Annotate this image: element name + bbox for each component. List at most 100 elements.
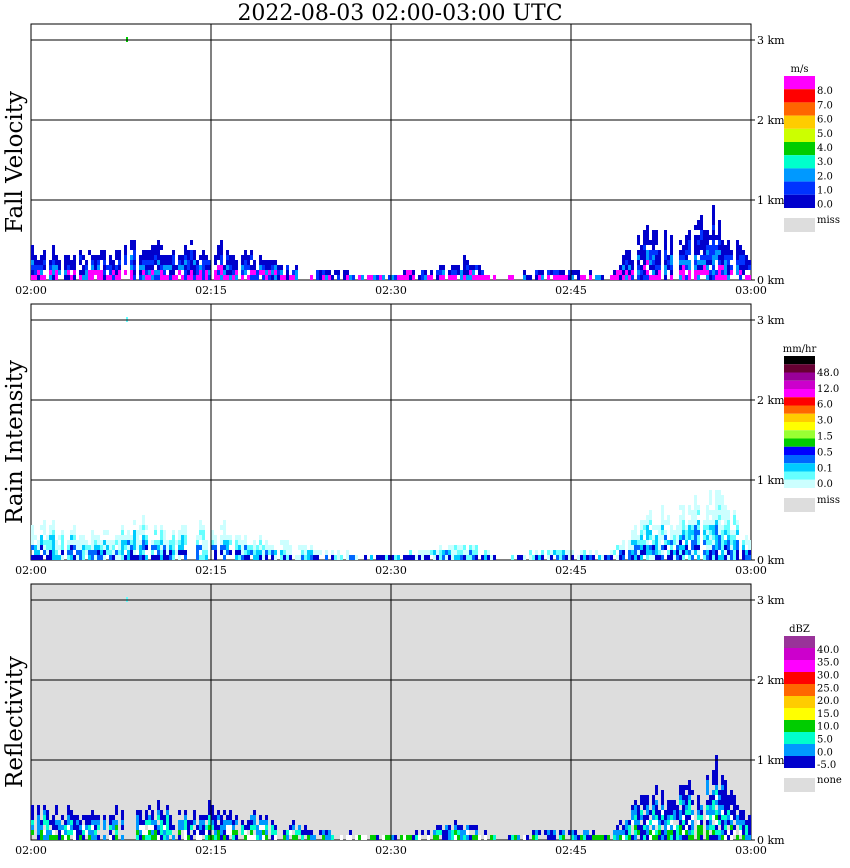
- echo-cell: [79, 550, 82, 555]
- echo-cell: [244, 265, 247, 270]
- echo-cell: [673, 830, 676, 835]
- echo-cell: [718, 495, 721, 500]
- echo-cell: [313, 550, 316, 555]
- echo-cell: [94, 815, 97, 820]
- echo-cell: [265, 260, 268, 265]
- echo-cell: [703, 245, 706, 250]
- echo-cell: [73, 260, 76, 265]
- echo-cell: [178, 270, 181, 275]
- echo-cell: [214, 555, 217, 560]
- echo-cell: [745, 820, 748, 825]
- echo-cell: [619, 275, 622, 280]
- echo-cell: [268, 270, 271, 275]
- echo-cell: [130, 550, 133, 555]
- echo-cell: [670, 240, 673, 245]
- echo-cell: [259, 540, 262, 545]
- echo-cell: [163, 260, 166, 265]
- echo-cell: [181, 255, 184, 260]
- echo-cell: [418, 555, 421, 560]
- echo-cell: [643, 525, 646, 530]
- echo-cell: [46, 810, 49, 815]
- echo-cell: [283, 275, 286, 280]
- echo-cell: [127, 550, 130, 555]
- echo-cell: [718, 510, 721, 515]
- echo-cell: [187, 825, 190, 830]
- echo-cell: [589, 555, 592, 560]
- echo-cell: [691, 540, 694, 545]
- echo-cell: [274, 825, 277, 830]
- echo-cell: [94, 265, 97, 270]
- echo-cell: [679, 555, 682, 560]
- echo-cell: [64, 260, 67, 265]
- panel-2-echoes: [31, 317, 751, 560]
- echo-cell: [685, 525, 688, 530]
- echo-cell: [187, 250, 190, 255]
- echo-cell: [97, 825, 100, 830]
- echo-cell: [574, 835, 577, 840]
- echo-cell: [535, 270, 538, 275]
- echo-cell: [244, 825, 247, 830]
- echo-cell: [664, 245, 667, 250]
- echo-cell: [463, 260, 466, 265]
- echo-cell: [454, 555, 457, 560]
- echo-cell: [229, 265, 232, 270]
- y-tick-label: 3 km: [757, 594, 785, 607]
- echo-cell: [187, 255, 190, 260]
- echo-cell: [412, 835, 415, 840]
- echo-cell: [736, 260, 739, 265]
- x-tick-label: 02:15: [195, 284, 227, 297]
- echo-cell: [154, 250, 157, 255]
- echo-cell: [76, 545, 79, 550]
- echo-cell: [139, 555, 142, 560]
- echo-cell: [649, 555, 652, 560]
- echo-cell: [52, 265, 55, 270]
- echo-cell: [523, 835, 526, 840]
- x-tick-label: 02:00: [15, 844, 47, 857]
- echo-cell: [706, 275, 709, 280]
- echo-cell: [721, 275, 724, 280]
- echo-cell: [640, 835, 643, 840]
- echo-cell: [703, 265, 706, 270]
- echo-cell: [382, 555, 385, 560]
- echo-cell: [646, 235, 649, 240]
- echo-cell: [721, 260, 724, 265]
- echo-cell: [631, 275, 634, 280]
- echo-cell: [79, 545, 82, 550]
- echo-cell: [661, 805, 664, 810]
- echo-cell: [232, 265, 235, 270]
- echo-cell: [223, 530, 226, 535]
- echo-cell: [706, 235, 709, 240]
- echo-cell: [421, 275, 424, 280]
- echo-cell: [124, 540, 127, 545]
- echo-cell: [460, 835, 463, 840]
- echo-cell: [271, 555, 274, 560]
- echo-cell: [472, 550, 475, 555]
- echo-cell: [658, 820, 661, 825]
- echo-cell: [259, 550, 262, 555]
- echo-cell: [550, 550, 553, 555]
- echo-cell: [103, 255, 106, 260]
- echo-cell: [103, 260, 106, 265]
- echo-cell: [106, 275, 109, 280]
- echo-cell: [265, 265, 268, 270]
- echo-cell: [151, 815, 154, 820]
- echo-cell: [709, 795, 712, 800]
- echo-cell: [718, 795, 721, 800]
- echo-cell: [187, 270, 190, 275]
- echo-cell: [664, 235, 667, 240]
- echo-cell: [40, 825, 43, 830]
- echo-cell: [313, 835, 316, 840]
- echo-cell: [646, 540, 649, 545]
- echo-cell: [646, 275, 649, 280]
- echo-cell: [256, 555, 259, 560]
- echo-cell: [727, 810, 730, 815]
- echo-cell: [715, 800, 718, 805]
- echo-cell: [202, 255, 205, 260]
- echo-cell: [565, 550, 568, 555]
- echo-cell: [256, 270, 259, 275]
- echo-cell: [697, 830, 700, 835]
- echo-cell: [427, 275, 430, 280]
- echo-cell: [70, 545, 73, 550]
- echo-cell: [661, 525, 664, 530]
- echo-cell: [724, 275, 727, 280]
